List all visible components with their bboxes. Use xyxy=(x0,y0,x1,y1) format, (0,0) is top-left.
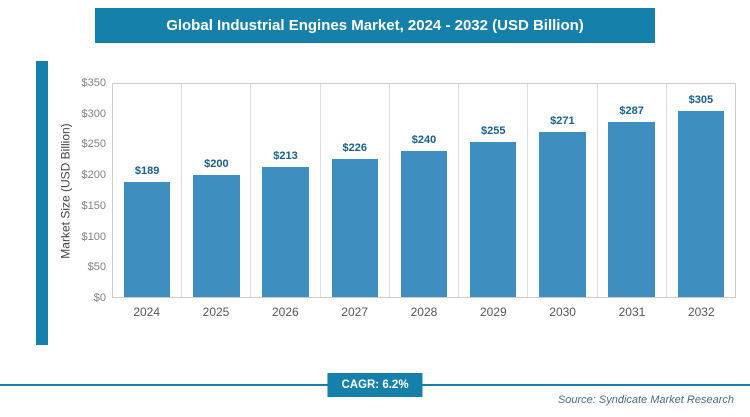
bar-cell: $213 xyxy=(251,84,321,297)
y-axis: $350 $300 $250 $200 $150 $100 $50 $0 xyxy=(74,77,112,304)
bar-cell: $226 xyxy=(321,84,390,297)
x-axis-label: 2032 xyxy=(687,305,715,319)
y-tick-label: $250 xyxy=(81,138,106,151)
bar-cell: $305 xyxy=(667,84,735,297)
chart-body: Market Size (USD Billion) $350 $300 $250 $2… xyxy=(58,59,736,319)
chart-area: Market Size (USD Billion) $350 $300 $250 $2… xyxy=(0,59,750,349)
bar-cell: $271 xyxy=(528,84,598,297)
bar-value-label: $226 xyxy=(342,142,368,155)
bar: $255 xyxy=(470,125,517,297)
plot-area: $189 $200 $213 $226 $240 $255 $271 $287 $305 xyxy=(112,83,736,298)
chart-footer: CAGR: 6.2% Source: Syndicate Market Rese… xyxy=(0,373,750,406)
x-axis-label: 2031 xyxy=(618,305,646,319)
x-axis-label: 2026 xyxy=(271,305,299,319)
y-tick-label: $300 xyxy=(81,107,106,120)
cagr-badge: CAGR: 6.2% xyxy=(327,373,423,397)
y-tick-label: $50 xyxy=(87,261,106,274)
y-axis-title: Market Size (USD Billion) xyxy=(58,83,74,298)
y-axis-title-text: Market Size (USD Billion) xyxy=(59,122,73,259)
bar-cell: $255 xyxy=(459,84,529,297)
decorative-left-strip xyxy=(36,61,48,345)
chart-title-banner: Global Industrial Engines Market, 2024 -… xyxy=(95,8,655,43)
bar-value-label: $213 xyxy=(273,150,298,163)
y-tick-label: $100 xyxy=(81,230,106,243)
y-tick-label: $150 xyxy=(81,199,106,212)
x-axis: 2024 2025 2026 2027 2028 2029 2030 2031 2032 xyxy=(112,305,736,319)
bar: $200 xyxy=(193,158,240,297)
plot-column: $189 $200 $213 $226 $240 $255 $271 $287 $305 202… xyxy=(112,83,736,319)
bar-value-label: $255 xyxy=(480,124,506,137)
x-axis-label: 2025 xyxy=(202,305,230,319)
bar: $287 xyxy=(608,105,655,297)
bar-value-label: $240 xyxy=(411,133,437,146)
bar-value-label: $189 xyxy=(134,164,160,177)
bar: $213 xyxy=(262,150,309,297)
bar-cell: $200 xyxy=(182,84,252,297)
x-axis-label: 2024 xyxy=(133,305,161,319)
bar-cell: $189 xyxy=(113,84,183,297)
chart-page: Global Industrial Engines Market, 2024 -… xyxy=(0,8,750,417)
bar: $305 xyxy=(677,94,725,297)
bar: $271 xyxy=(539,115,586,297)
x-axis-label: 2030 xyxy=(549,305,576,319)
bar-cell: $240 xyxy=(390,84,460,297)
source-text: Source: Syndicate Market Research xyxy=(557,394,734,406)
x-axis-label: 2027 xyxy=(341,305,368,319)
bar-value-label: $287 xyxy=(619,105,644,118)
x-axis-label: 2028 xyxy=(410,305,438,319)
bar-value-label: $271 xyxy=(550,115,575,128)
bar-cell: $287 xyxy=(598,84,667,297)
bar: $189 xyxy=(123,165,171,297)
x-axis-label: 2029 xyxy=(479,305,507,319)
bar-value-label: $305 xyxy=(688,94,714,107)
y-tick-label: $350 xyxy=(81,77,106,89)
bar: $226 xyxy=(331,142,378,297)
y-tick-label: $200 xyxy=(81,169,106,182)
y-tick-label: $0 xyxy=(93,292,106,304)
bar-value-label: $200 xyxy=(204,158,229,171)
bar: $240 xyxy=(400,134,448,297)
